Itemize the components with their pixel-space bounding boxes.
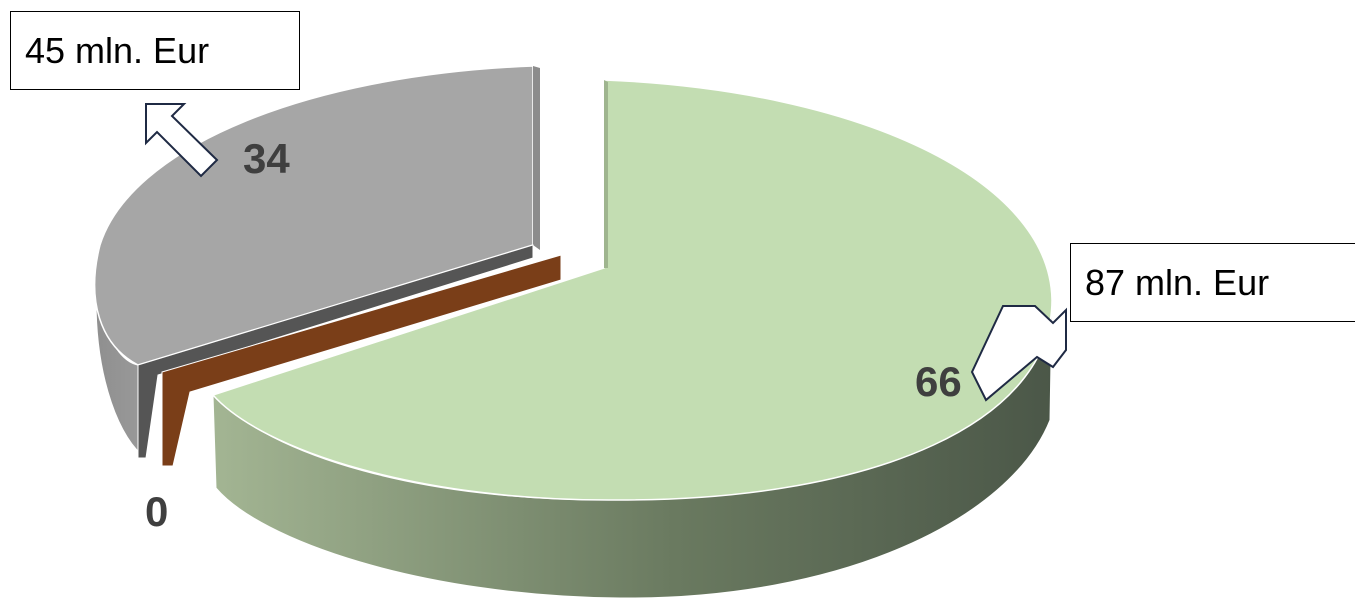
data-label-0: 0: [145, 488, 169, 535]
data-label-34: 34: [243, 135, 290, 182]
slice-66-edge: [604, 80, 608, 268]
arrow-left-icon: [145, 103, 219, 178]
callout-right: 87 mln. Eur: [1070, 243, 1355, 322]
slice-34-edge: [533, 66, 540, 250]
slice-small-dark: [137, 244, 534, 459]
callout-left: 45 mln. Eur: [10, 11, 300, 90]
slice-66-top: [211, 79, 1053, 501]
slice-small-brown: [161, 254, 562, 467]
arrow-right-icon: [970, 305, 1067, 402]
slice-34-top: [93, 65, 534, 366]
callout-right-text: 87 mln. Eur: [1085, 261, 1270, 303]
callout-left-text: 45 mln. Eur: [25, 29, 210, 71]
data-label-66: 66: [915, 358, 962, 405]
